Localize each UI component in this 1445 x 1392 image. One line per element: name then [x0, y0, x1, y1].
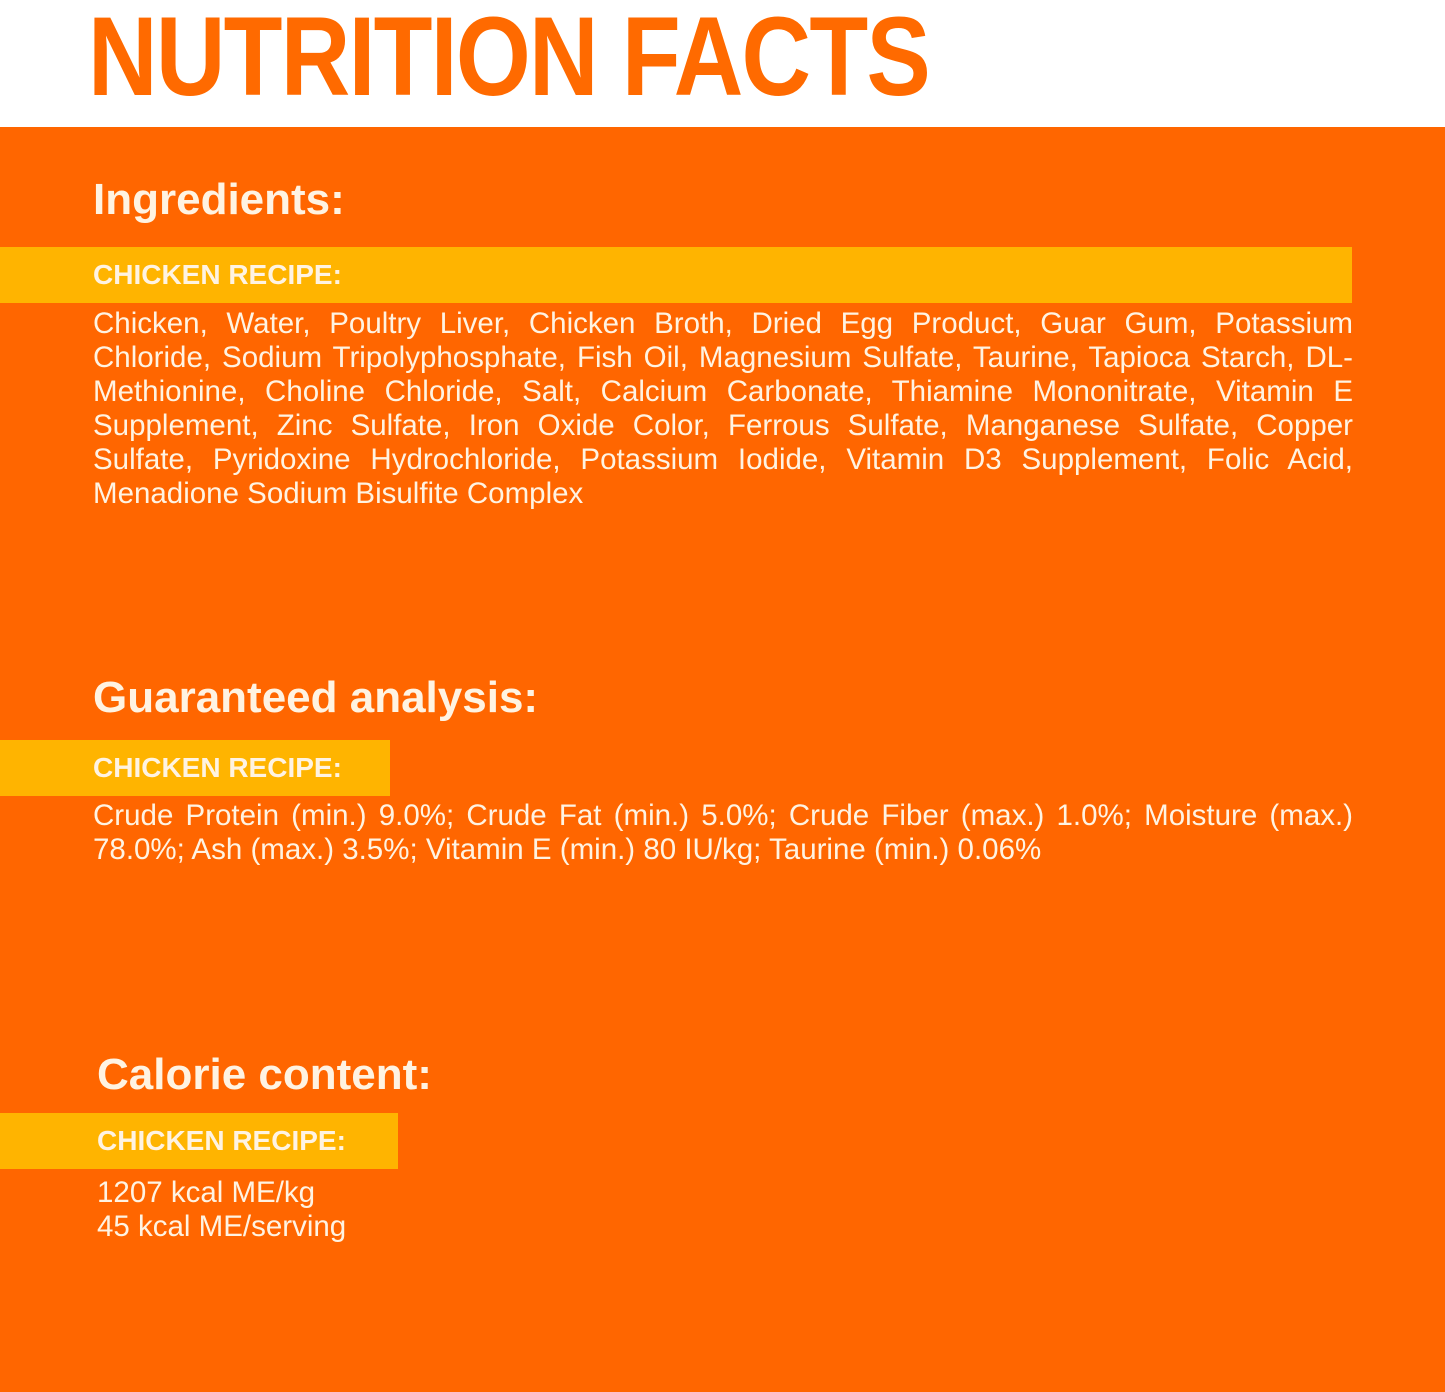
calories-recipe-label: CHICKEN RECIPE: — [97, 1125, 346, 1156]
analysis-recipe-label: CHICKEN RECIPE: — [93, 752, 342, 783]
ingredients-heading: Ingredients: — [93, 175, 345, 224]
analysis-heading: Guaranteed analysis: — [93, 673, 539, 722]
ingredients-recipe-label: CHICKEN RECIPE: — [93, 259, 342, 290]
calories-recipe-band: CHICKEN RECIPE: — [0, 1113, 398, 1169]
calories-heading: Calorie content: — [97, 1050, 432, 1099]
ingredients-text: Chicken, Water, Poultry Liver, Chicken B… — [93, 307, 1353, 510]
header: NUTRITION FACTS — [0, 0, 1445, 127]
calories-per-serving: 45 kcal ME/serving — [97, 1210, 347, 1243]
page-title: NUTRITION FACTS — [88, 0, 931, 119]
analysis-text: Crude Protein (min.) 9.0%; Crude Fat (mi… — [93, 799, 1353, 866]
calories-per-kg: 1207 kcal ME/kg — [97, 1176, 316, 1209]
calories-text: 1207 kcal ME/kg 45 kcal ME/serving — [97, 1176, 697, 1244]
analysis-recipe-band: CHICKEN RECIPE: — [0, 740, 390, 796]
ingredients-recipe-band: CHICKEN RECIPE: — [0, 247, 1352, 303]
